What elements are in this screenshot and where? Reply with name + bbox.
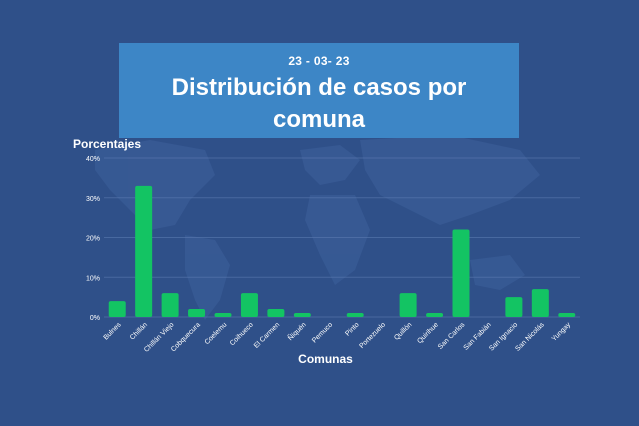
y-tick-label: 20% bbox=[86, 236, 100, 243]
x-tick-label: Quillón bbox=[393, 321, 413, 341]
x-tick-label: Yungay bbox=[551, 321, 573, 343]
y-tick-label: 40% bbox=[86, 156, 100, 163]
bar bbox=[293, 313, 311, 317]
x-tick-label: Coihueco bbox=[229, 321, 255, 347]
bar bbox=[161, 293, 179, 317]
x-tick-label: Pinto bbox=[344, 321, 360, 337]
x-tick-label: Quirihue bbox=[416, 321, 440, 345]
bar bbox=[426, 313, 444, 317]
y-tick-label: 0% bbox=[90, 315, 100, 322]
bar bbox=[505, 297, 523, 317]
bar bbox=[267, 309, 285, 317]
bar bbox=[558, 313, 576, 317]
chart-title: Distribución de casos por comuna bbox=[171, 74, 467, 133]
y-axis-label: Porcentajes bbox=[73, 137, 142, 151]
y-tick-label: 10% bbox=[86, 275, 100, 282]
bar bbox=[531, 289, 549, 317]
chart-date: 23 - 03- 23 bbox=[288, 54, 350, 68]
x-tick-label: Ñiquén bbox=[286, 320, 308, 342]
bar bbox=[452, 229, 470, 317]
x-axis-label: Comunas bbox=[298, 352, 353, 366]
x-tick-label: Portezuelo bbox=[358, 321, 387, 350]
title-banner: 23 - 03- 23 Distribución de casos por co… bbox=[119, 43, 519, 138]
bar bbox=[240, 293, 258, 317]
y-tick-label: 30% bbox=[86, 196, 100, 203]
bar bbox=[188, 309, 206, 317]
bar bbox=[135, 185, 153, 317]
x-tick-label: Pemuco bbox=[311, 321, 334, 344]
bar bbox=[399, 293, 417, 317]
x-tick-label: Bulnes bbox=[103, 321, 123, 341]
x-tick-label: San Nicolás bbox=[514, 321, 546, 353]
x-tick-label: El Carmen bbox=[253, 321, 281, 349]
x-tick-label: Coelemu bbox=[204, 321, 229, 346]
x-tick-label: Chillán bbox=[129, 321, 149, 341]
bar bbox=[214, 313, 232, 317]
bar bbox=[346, 313, 364, 317]
bar bbox=[108, 301, 126, 317]
